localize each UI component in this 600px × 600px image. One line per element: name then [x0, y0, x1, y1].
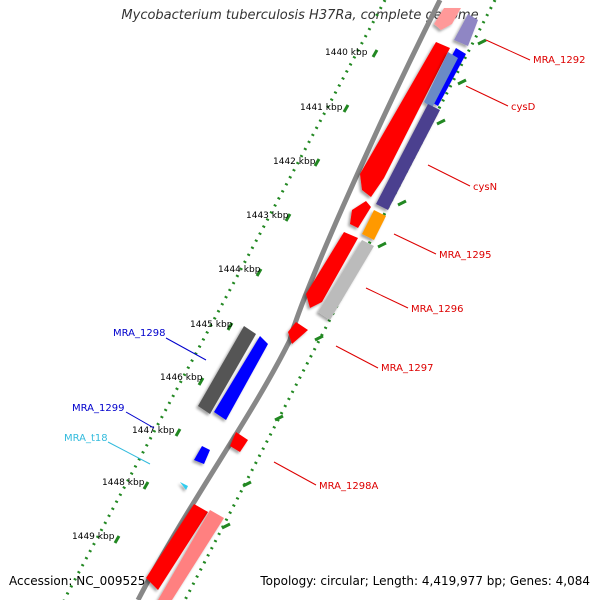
- gene-label-mra-t18[interactable]: MRA_t18: [64, 433, 108, 444]
- gene-arrow-mra-1296[interactable]: [318, 240, 374, 320]
- accession-label: Accession: NC_009525: [9, 574, 146, 588]
- gene-label-mra-1299[interactable]: MRA_1299: [72, 403, 124, 414]
- outer-dotted-ring: [62, 0, 387, 600]
- gene-label-cysd[interactable]: cysD: [511, 102, 536, 113]
- gene-arrow-purple-top[interactable]: [454, 14, 478, 46]
- gene-label-mra-1295[interactable]: MRA_1295: [439, 250, 491, 261]
- gene-arrow-red[interactable]: [288, 322, 308, 344]
- gene-arrow-mra-1295[interactable]: [362, 210, 386, 240]
- gene-label-mra-1296[interactable]: MRA_1296: [411, 304, 463, 315]
- gene-arrow-mra-1299[interactable]: [194, 446, 210, 464]
- tick-label: 1442 kbp: [273, 157, 316, 167]
- scale-ticks: [113, 38, 487, 544]
- gene-label-mra-1298[interactable]: MRA_1298: [113, 328, 165, 339]
- gene-arrow-cysd-light[interactable]: [424, 52, 458, 108]
- tick-label: 1447 kbp: [132, 426, 175, 436]
- gene-arrow-mra-1298[interactable]: [214, 336, 268, 420]
- gene-label-mra-1292[interactable]: MRA_1292: [533, 55, 585, 66]
- gene-arrow-red[interactable]: [230, 432, 248, 452]
- forward-cds-track: [146, 8, 461, 590]
- gene-arrow-mra-1292[interactable]: [434, 8, 461, 30]
- tick-label: 1448 kbp: [102, 478, 145, 488]
- topology-label: Topology: circular; Length: 4,419,977 bp…: [260, 574, 590, 588]
- gene-label-mra-1297[interactable]: MRA_1297: [381, 363, 433, 374]
- callout-lines: [107, 39, 531, 486]
- genome-backbone: [135, 0, 443, 600]
- forward-feature-track: [158, 14, 478, 600]
- gene-arrow-red[interactable]: [360, 42, 450, 197]
- gene-arrow-red[interactable]: [350, 201, 371, 228]
- tick-label: 1446 kbp: [160, 373, 203, 383]
- gene-arrow-cysn[interactable]: [376, 104, 440, 210]
- gene-arrow-pink[interactable]: [158, 510, 224, 600]
- tick-label: 1441 kbp: [300, 103, 343, 113]
- map-title: Mycobacterium tuberculosis H37Ra, comple…: [121, 8, 479, 23]
- tick-label: 1445 kbp: [190, 320, 233, 330]
- reverse-cds-track: [180, 326, 268, 490]
- tick-label: 1444 kbp: [218, 265, 261, 275]
- gene-arrow-red[interactable]: [146, 504, 208, 590]
- tick-label: 1440 kbp: [325, 48, 368, 58]
- trna-mra-t18[interactable]: [180, 482, 188, 490]
- tick-label: 1449 kbp: [72, 532, 115, 542]
- gene-arrow-mra-1298-gray[interactable]: [198, 326, 256, 414]
- tick-label: 1443 kbp: [246, 211, 289, 221]
- gene-arrow-red[interactable]: [306, 232, 358, 308]
- gene-label-cysn[interactable]: cysN: [473, 182, 497, 193]
- gene-label-mra-1298a[interactable]: MRA_1298A: [319, 481, 378, 492]
